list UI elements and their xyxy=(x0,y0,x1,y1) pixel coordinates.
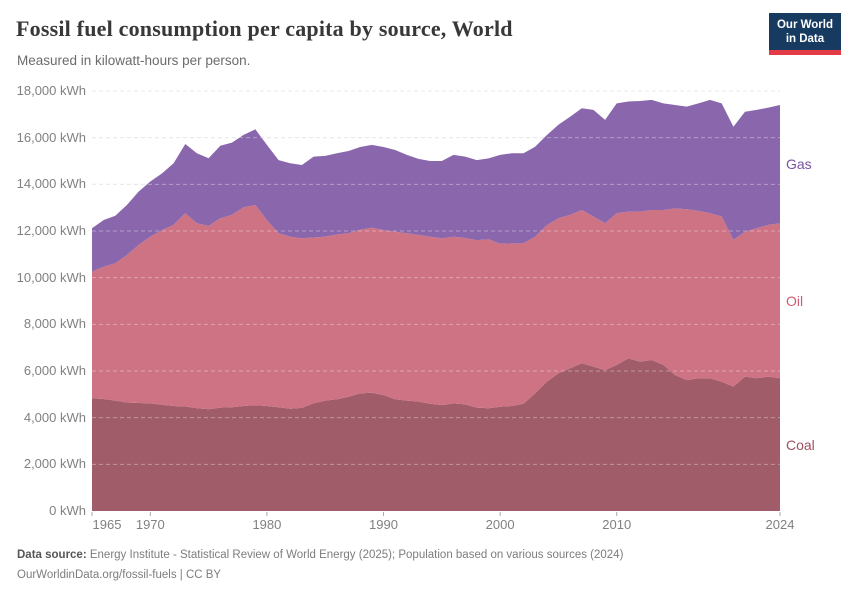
owid-logo-line1: Our World xyxy=(776,19,833,31)
area-oil[interactable] xyxy=(92,204,780,410)
area-coal[interactable] xyxy=(92,358,780,511)
owid-logo-line2: in Data xyxy=(785,33,825,45)
area-gas[interactable] xyxy=(92,99,780,272)
owid-logo[interactable]: Our World in Data xyxy=(768,13,841,55)
footer-link-line[interactable]: OurWorldinData.org/fossil-fuels | CC BY xyxy=(17,568,222,581)
footer: Data source: Energy Institute - Statisti… xyxy=(17,546,623,585)
footer-datasource-text: Energy Institute - Statistical Review of… xyxy=(86,549,624,561)
footer-datasource-line: Data source: Energy Institute - Statisti… xyxy=(17,546,623,566)
footer-datasource-label: Data source: xyxy=(17,549,87,561)
page-title: Fossil fuel consumption per capita by so… xyxy=(16,16,513,41)
page-subtitle: Measured in kilowatt-hours per person. xyxy=(17,53,251,68)
